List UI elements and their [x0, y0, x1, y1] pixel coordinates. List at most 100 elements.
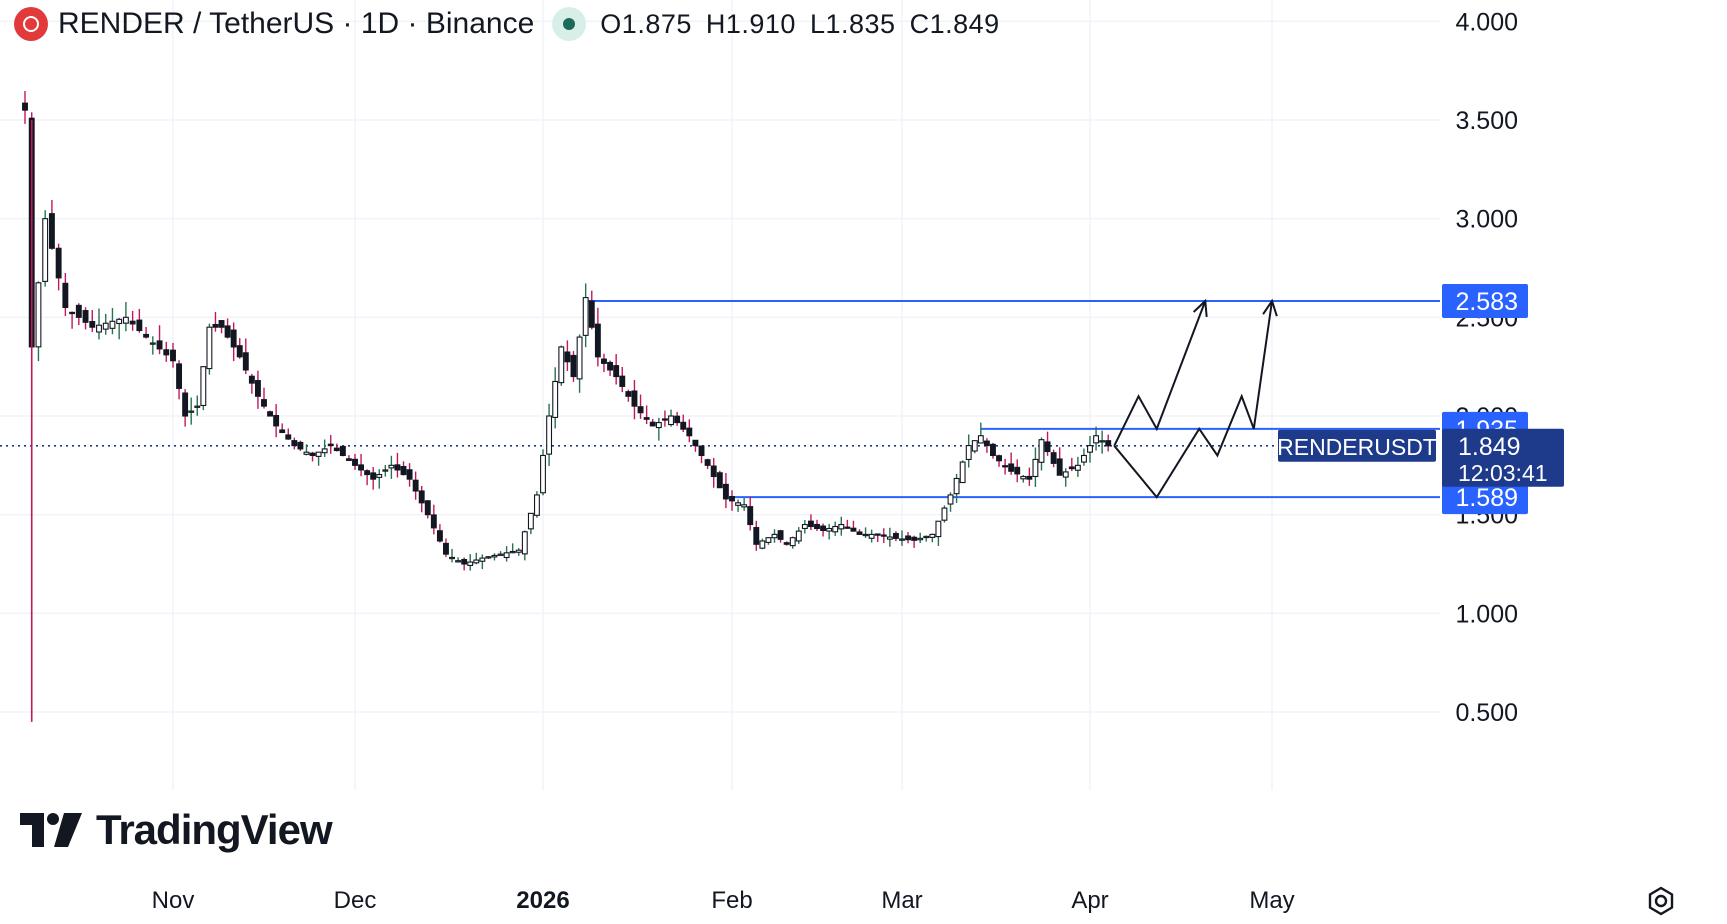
candle-body: [327, 443, 334, 447]
candle-body: [358, 464, 365, 471]
candle-body: [704, 459, 711, 466]
candle-body: [1014, 466, 1021, 475]
candle-body: [643, 417, 650, 420]
candle-body: [224, 325, 231, 338]
candle-body: [741, 504, 748, 508]
candle-body: [789, 537, 796, 547]
candle-body: [613, 365, 620, 378]
candle-body: [668, 415, 674, 426]
x-tick-label: 2026: [516, 887, 569, 914]
x-tick-label: Dec: [334, 887, 377, 914]
level-badge: [1442, 283, 1528, 318]
candle-body: [935, 520, 942, 538]
candle-body: [923, 535, 930, 539]
candle-body: [759, 540, 766, 549]
candle-body: [248, 375, 255, 384]
last-price-badge: [1442, 428, 1564, 487]
candle-body: [297, 441, 304, 450]
candle-body: [200, 366, 207, 407]
candle-body: [279, 429, 286, 433]
candle-body: [807, 520, 814, 528]
candle-body: [735, 502, 742, 506]
candle-body: [430, 514, 437, 529]
candle-body: [261, 399, 267, 407]
x-tick-label: May: [1249, 887, 1294, 914]
grid: [0, 0, 1440, 790]
candle-body: [832, 525, 839, 533]
candle-body: [479, 557, 486, 562]
candle-body: [303, 451, 310, 455]
candle-body: [1008, 463, 1015, 472]
candle-body: [412, 479, 419, 492]
horizontal-levels: [0, 299, 1440, 499]
candle-body: [862, 533, 869, 537]
candle-body: [449, 556, 455, 560]
market-status-icon[interactable]: [552, 7, 587, 41]
candle-body: [686, 427, 693, 437]
candle-body: [400, 466, 407, 476]
candle-body: [102, 322, 109, 330]
candle-body: [285, 434, 292, 440]
candle-body: [655, 422, 662, 429]
candle-body: [929, 533, 936, 538]
candle-body: [170, 349, 176, 362]
candle-body: [570, 354, 577, 378]
level-badge: [1442, 480, 1528, 515]
candle-body: [443, 542, 449, 555]
candle-body: [607, 361, 614, 371]
candle-body: [564, 351, 571, 363]
settings-gear-icon[interactable]: [1646, 886, 1676, 916]
candle-body: [971, 440, 978, 452]
x-tick-label: Feb: [711, 887, 752, 914]
candle-body: [1074, 464, 1081, 471]
candle-body: [1080, 454, 1087, 463]
projection-path: [1113, 300, 1207, 447]
candle-body: [461, 558, 468, 565]
candle-body: [321, 448, 328, 454]
candle-body: [680, 421, 687, 430]
projection-arrowhead: [1192, 298, 1208, 317]
candle-body: [692, 439, 699, 447]
candle-body: [601, 358, 607, 364]
candle-body: [218, 320, 225, 328]
candle-body: [55, 247, 62, 279]
symbol-badge-label: RENDERUSDT: [1277, 434, 1437, 460]
candle-body: [42, 218, 49, 282]
candle-body: [48, 213, 55, 249]
candle-body: [674, 415, 681, 424]
last-price-label: 1.849: [1458, 433, 1521, 461]
candle-body: [710, 465, 717, 478]
candle-body: [1050, 452, 1057, 464]
candle-body: [716, 472, 723, 489]
candle-body: [22, 102, 28, 111]
candle-body: [143, 333, 150, 338]
symbol-title[interactable]: RENDER / TetherUS · 1D · Binance: [58, 7, 535, 40]
candle-body: [953, 477, 960, 495]
candle-body: [765, 537, 772, 543]
candle-body: [521, 531, 528, 555]
candle-body: [801, 523, 808, 530]
level-badge-label: 2.583: [1455, 288, 1518, 316]
candle-body: [1056, 458, 1063, 476]
candle-body: [1026, 475, 1033, 480]
candle-body: [89, 320, 96, 328]
candle-body: [826, 527, 833, 532]
candle-body: [503, 552, 510, 559]
x-tick-label: Mar: [881, 887, 922, 914]
candle-body: [941, 507, 948, 521]
candle-body: [874, 533, 881, 536]
candle-body: [382, 469, 389, 472]
candle-body: [156, 340, 163, 350]
candle-body: [838, 523, 845, 530]
candle-body: [880, 534, 887, 537]
x-tick-label: Apr: [1071, 887, 1108, 914]
candle-body: [406, 469, 413, 480]
candle-body: [188, 410, 195, 413]
time-axis[interactable]: Nov Dec 2026 Feb Mar Apr May: [152, 887, 1295, 914]
candle-body: [62, 282, 69, 309]
candle-body: [291, 440, 298, 447]
candle-body: [850, 527, 857, 532]
y-tick-label: 1.000: [1455, 600, 1518, 628]
